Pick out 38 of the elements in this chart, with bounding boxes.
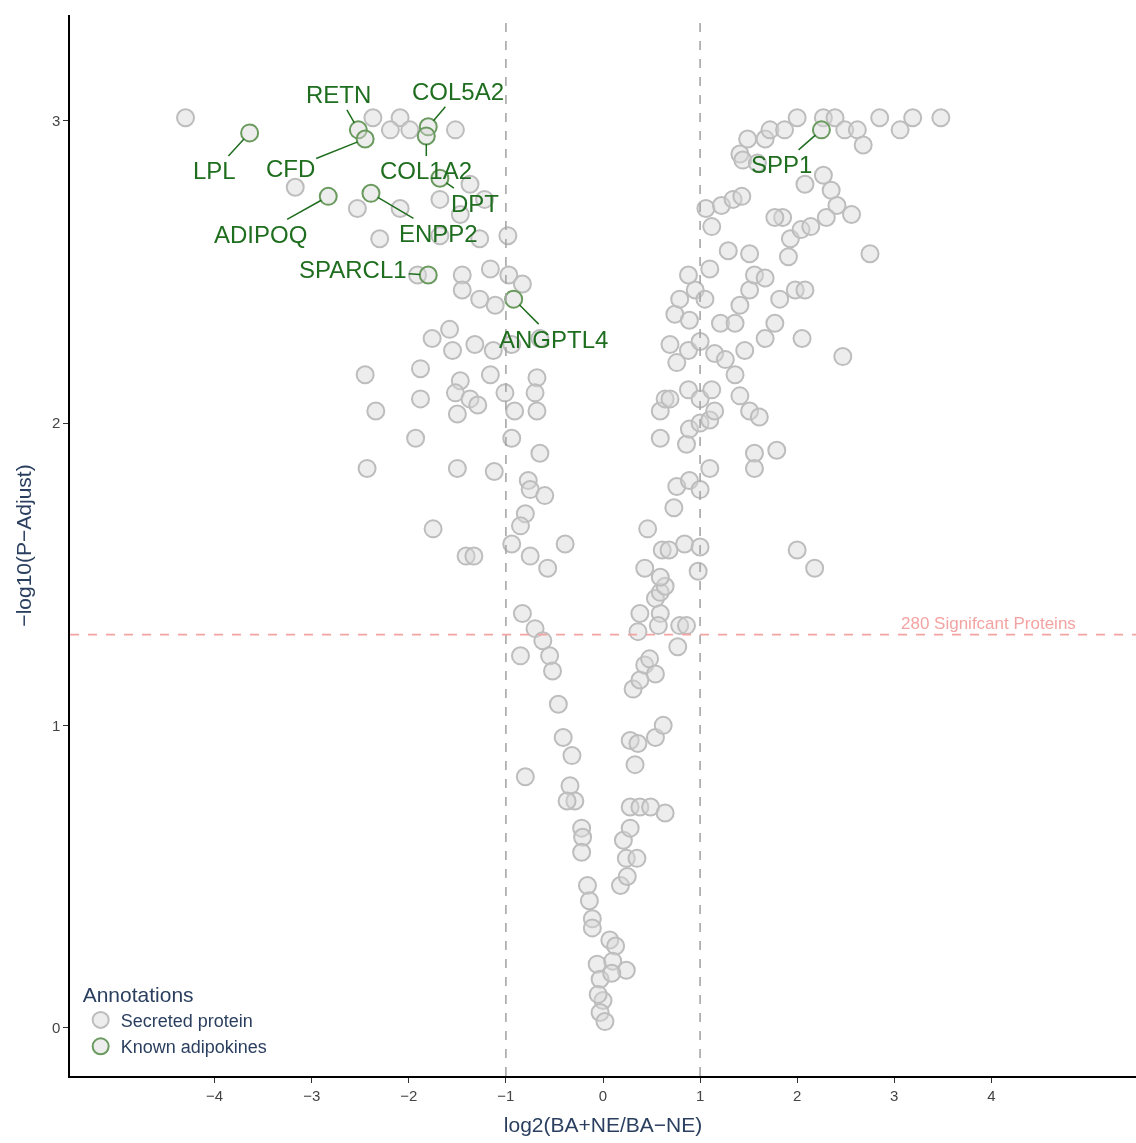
point (811, 120, 831, 140)
y-tick-label: 3 (51, 112, 61, 130)
x-tick-label: 1 (695, 1086, 705, 1104)
point (418, 265, 438, 285)
annotation: SPARCL1 (299, 256, 407, 283)
x-tick-label: 0 (598, 1086, 608, 1104)
x-tick-label: 4 (987, 1086, 996, 1104)
annotation: COL1A2 (380, 157, 473, 184)
x-tick-label: −1 (497, 1086, 515, 1104)
x-tick-label: −3 (303, 1086, 321, 1104)
point (504, 289, 524, 309)
ref-line-label: 280 Signifcant Proteins (901, 614, 1076, 633)
annotation: COL5A2 (412, 78, 505, 105)
annotation: RETN (306, 81, 372, 108)
point (318, 186, 338, 206)
point (361, 183, 381, 203)
annotation: ANGPTL4 (499, 326, 609, 353)
y-tick-label: 0 (51, 1018, 61, 1036)
x-tick-label: 3 (890, 1086, 899, 1104)
annotation: SPP1 (751, 151, 813, 178)
annotation: ADIPOQ (214, 221, 308, 248)
x-tick-label: −2 (400, 1086, 418, 1104)
y-tick-label: 1 (51, 716, 61, 734)
point (240, 123, 260, 143)
annotation: ENPP2 (399, 220, 478, 247)
point (355, 129, 375, 149)
x-tick-label: 2 (793, 1086, 802, 1104)
x-tick-label: −4 (206, 1086, 224, 1104)
annotation: DPT (451, 190, 500, 217)
x-axis-title: log2(BA+NE/BA−NE) (503, 1113, 703, 1137)
legend-label: Secreted protein (120, 1010, 253, 1031)
legend-title: Annotations (82, 982, 194, 1006)
annotation: CFD (266, 155, 316, 182)
point (416, 126, 436, 146)
y-axis-title: −log10(P−Adjust) (11, 464, 35, 627)
y-tick-label: 2 (51, 414, 61, 432)
legend-label: Known adipokines (120, 1037, 267, 1058)
annotation: LPL (193, 157, 236, 184)
